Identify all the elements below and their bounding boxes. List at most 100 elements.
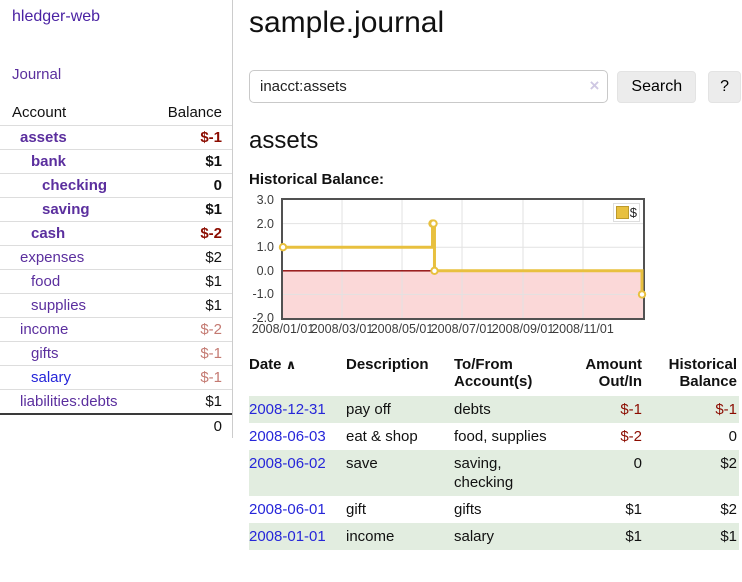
account-link[interactable]: supplies (31, 297, 87, 314)
account-row: saving $1 (0, 197, 232, 222)
transaction-date-link[interactable]: 2008-06-01 (249, 501, 326, 518)
account-balance: $1 (140, 149, 232, 174)
chart-x-axis: 2008/01/01 2008/03/01 2008/05/01 2008/07/01… (252, 320, 643, 338)
register-accounts-cell: gifts (454, 501, 482, 518)
page: hledger-web Journal Account Balance asse… (0, 0, 741, 550)
account-row: cash $-2 (0, 221, 232, 246)
account-link[interactable]: food (31, 273, 61, 290)
account-link[interactable]: expenses (20, 249, 85, 266)
account-link[interactable]: cash (31, 225, 66, 242)
y-tick-label: 3.0 (256, 193, 274, 207)
legend-swatch-icon (615, 206, 629, 219)
register-balance-cell: $-1 (715, 401, 737, 418)
nav-journal-link[interactable]: Journal (12, 66, 62, 83)
y-tick-label: -1.0 (252, 287, 274, 302)
register-balance-cell: $2 (720, 455, 737, 472)
account-balance: $2 (140, 245, 232, 270)
y-tick-label: 2.0 (256, 216, 274, 231)
legend-label: $ (629, 205, 637, 220)
y-tick-label: -2.0 (252, 311, 274, 325)
chart-heading: Historical Balance: (249, 171, 385, 188)
account-balance: $-2 (140, 221, 232, 246)
register-date-cell: 2008-12-31 (249, 396, 346, 423)
register-table: Date ∧ Description To/From Account(s) Am… (249, 354, 739, 550)
register-header-accounts: To/From Account(s) (454, 356, 533, 390)
account-link[interactable]: liabilities:debts (20, 393, 118, 410)
account-row: checking 0 (0, 173, 232, 198)
register-accounts-cell: saving, checking (454, 455, 514, 491)
account-balance: $1 (140, 197, 232, 222)
transaction-date-link[interactable]: 2008-06-03 (249, 428, 326, 445)
account-balance: $-1 (140, 365, 232, 390)
account-cell: supplies (0, 293, 141, 318)
account-balance: $-2 (140, 317, 232, 342)
x-tick-label: 2008/07/01 (430, 322, 494, 336)
search-button[interactable]: Search (617, 70, 697, 103)
register-header-amount: Amount Out/In (585, 356, 642, 390)
register-accounts-cell: debts (454, 401, 491, 418)
register-balance-cell: 0 (728, 428, 737, 445)
register-amount-cell: $-2 (620, 428, 642, 445)
account-cell: liabilities:debts (0, 389, 141, 414)
register-header-description: Description (346, 356, 429, 373)
chart-y-axis: 3.0 2.0 1.0 0.0 -1.0 -2.0 (249, 193, 281, 325)
account-balance: $1 (140, 293, 232, 318)
register-amount-cell: $1 (625, 501, 642, 518)
historical-balance-chart: 3.0 2.0 1.0 0.0 -1.0 -2.0 $ (249, 193, 741, 325)
page-title: sample.journal (249, 6, 445, 39)
account-balance: $-1 (140, 341, 232, 366)
search-input[interactable] (249, 70, 609, 103)
transaction-date-link[interactable]: 2008-01-01 (249, 528, 326, 545)
register-header-date[interactable]: Date ∧ (249, 356, 297, 373)
account-balance: 0 (140, 173, 232, 198)
accounts-table: Account Balance assets $-1 bank $1 checking 0… (0, 101, 232, 438)
account-link[interactable]: assets (20, 129, 67, 146)
transaction-date-link[interactable]: 2008-06-02 (249, 455, 326, 472)
account-link[interactable]: gifts (31, 345, 59, 362)
account-row: supplies $1 (0, 293, 232, 318)
register-header-balance: Historical Balance (668, 356, 737, 390)
accounts-header-row: Account Balance (0, 101, 232, 126)
account-heading: assets (249, 127, 319, 154)
account-cell: expenses (0, 245, 141, 270)
register-row: 2008-06-03 eat & shop food, supplies $-2 0 (249, 423, 739, 450)
main-content: sample.journal × Search ? assets Histori… (233, 0, 741, 550)
account-cell: salary (0, 365, 141, 390)
account-row: expenses $2 (0, 245, 232, 270)
y-tick-label: 1.0 (256, 240, 274, 255)
account-link[interactable]: checking (42, 177, 108, 194)
help-button[interactable]: ? (708, 70, 741, 103)
account-link[interactable]: salary (31, 369, 72, 386)
chart-legend: $ (612, 203, 640, 222)
app-title-link[interactable]: hledger-web (12, 8, 101, 25)
account-row: assets $-1 (0, 125, 232, 150)
register-description-cell: eat & shop (346, 428, 418, 445)
chart-plot-area: $ (278, 198, 647, 320)
account-link[interactable]: bank (31, 153, 67, 170)
register-header-row: Date ∧ Description To/From Account(s) Am… (249, 354, 739, 396)
register-balance-cell: $1 (720, 528, 737, 545)
clear-search-icon[interactable]: × (589, 76, 600, 95)
account-row: salary $-1 (0, 365, 232, 390)
register-amount-cell: 0 (633, 455, 642, 472)
account-link[interactable]: saving (42, 201, 90, 218)
account-row: bank $1 (0, 149, 232, 174)
account-balance: $-1 (140, 125, 232, 150)
account-row: liabilities:debts $1 (0, 389, 232, 414)
account-row: income $-2 (0, 317, 232, 342)
search-box: × (249, 70, 609, 103)
account-row: gifts $-1 (0, 341, 232, 366)
accounts-total-row: 0 (0, 413, 232, 438)
register-balance-cell: $2 (720, 501, 737, 518)
register-accounts-cell: food, supplies (454, 428, 547, 445)
register-date-cell: 2008-06-03 (249, 423, 346, 450)
x-tick-label: 2008/11/01 (552, 322, 614, 336)
register-row: 2008-01-01 income salary $1 $1 (249, 523, 739, 550)
account-link[interactable]: income (20, 321, 69, 338)
account-cell: bank (0, 149, 141, 174)
x-tick-label: 2008/05/01 (370, 322, 434, 336)
transaction-date-link[interactable]: 2008-12-31 (249, 401, 326, 418)
register-amount-cell: $-1 (620, 401, 642, 418)
accounts-header-balance: Balance (167, 104, 222, 121)
account-balance: $1 (140, 269, 232, 294)
